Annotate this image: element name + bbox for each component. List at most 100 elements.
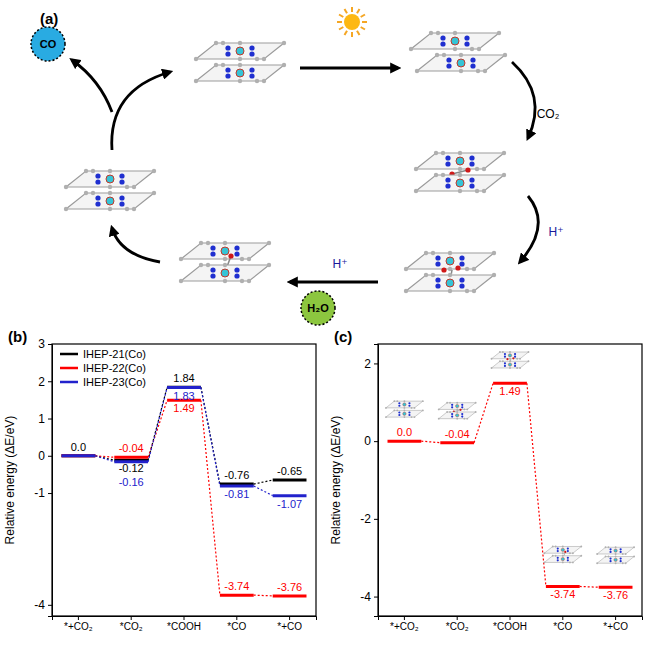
atom-c [477, 47, 481, 51]
atom-c [466, 409, 468, 411]
atom-c [194, 57, 198, 61]
atom-c [403, 407, 405, 409]
atom-co [457, 59, 465, 67]
atom-c [403, 409, 405, 411]
atom-c [240, 279, 244, 283]
atom-c [615, 546, 617, 548]
atom-c [403, 416, 405, 418]
marks [62, 387, 307, 596]
data-label: -0.81 [224, 488, 249, 500]
atom-c [108, 191, 112, 195]
marks [388, 383, 633, 587]
atom-n [459, 261, 464, 266]
atom-c [411, 416, 413, 418]
atom-c [238, 79, 242, 83]
atom-co [456, 404, 459, 407]
atom-c [221, 41, 225, 45]
sun-ray [362, 21, 367, 23]
sheet [66, 193, 154, 209]
atom-c [509, 367, 511, 369]
x-tick-label: *CO₂ [446, 621, 469, 632]
y-tick-mark [374, 519, 378, 520]
atom-c [492, 273, 496, 277]
atom-c [608, 546, 610, 548]
x-axis: *+CO₂*CO₂*COOH*CO*+CO [379, 616, 643, 632]
sun-ray [361, 15, 365, 18]
atom-co [614, 549, 617, 552]
atom-c [223, 241, 227, 245]
atom-c [404, 267, 408, 271]
atom-n [210, 245, 215, 250]
atom-n [567, 559, 569, 561]
x-tick: *+CO [603, 616, 628, 632]
atom-c [509, 351, 511, 353]
y-tick-label: -4 [360, 590, 371, 604]
atom-c [475, 402, 477, 404]
x-axis-line [379, 617, 643, 621]
atom-c [223, 279, 227, 283]
x-tick-label: *CO [227, 621, 246, 632]
atom-c [625, 553, 627, 555]
atom-c [472, 267, 476, 271]
atom-c [463, 418, 465, 420]
atom-co [456, 414, 459, 417]
atom-c [91, 169, 95, 173]
x-tick-label: *+CO [603, 621, 628, 632]
sheet [386, 410, 423, 417]
panel-label: (a) [40, 10, 58, 27]
y-tick: -4 [360, 590, 378, 604]
connector [95, 456, 114, 457]
atom-c [84, 169, 88, 173]
atom-c [569, 562, 571, 564]
arrow [512, 62, 535, 138]
atom-o [506, 358, 508, 360]
energy-level [167, 386, 201, 389]
legend-swatch [60, 353, 78, 356]
atom-c [446, 411, 448, 413]
atom-c [476, 69, 480, 73]
arrow [112, 72, 170, 150]
structure-insets [385, 351, 635, 564]
sun-icon [337, 7, 367, 37]
sun-ray [345, 31, 348, 35]
atom-c [572, 552, 574, 554]
atom-c [179, 279, 183, 283]
legend-swatch [60, 381, 78, 384]
x-tick: *CO₂ [120, 616, 143, 632]
atom-n [461, 404, 463, 406]
atom-c [470, 47, 474, 51]
x-axis: *+CO₂*CO₂*COOH*CO*+CO [53, 616, 317, 632]
x-tick: *+CO₂ [390, 616, 419, 632]
x-tick-mark [184, 616, 185, 620]
atom-n [398, 411, 400, 413]
atom-co [451, 37, 459, 45]
y-tick-label: -1 [34, 486, 45, 500]
atom-c [502, 151, 506, 155]
atom-c [403, 400, 405, 402]
atom-c [411, 407, 413, 409]
energy-level [62, 454, 96, 457]
atom-c [472, 289, 476, 293]
product-label: CO [40, 38, 57, 50]
y-tick: 0 [38, 449, 52, 463]
atom-c [482, 189, 486, 193]
atom-c [475, 189, 479, 193]
x-tick-label: *COOH [167, 621, 201, 632]
atom-c [238, 57, 242, 61]
sheet [181, 265, 269, 281]
atom-n [557, 557, 559, 559]
sheet [544, 556, 581, 563]
y-tick-mark [48, 344, 52, 345]
atom-n [435, 277, 440, 282]
atom-n [249, 67, 254, 72]
atom-c [633, 546, 635, 548]
energy-level [440, 441, 474, 444]
x-tick-label: *CO [553, 621, 572, 632]
atom-co [106, 175, 114, 183]
atom-n [514, 362, 516, 364]
atom-c [516, 358, 518, 360]
y-tick-mark [48, 419, 52, 420]
atom-n [514, 365, 516, 367]
atom-c [459, 69, 463, 73]
connector [421, 441, 440, 443]
